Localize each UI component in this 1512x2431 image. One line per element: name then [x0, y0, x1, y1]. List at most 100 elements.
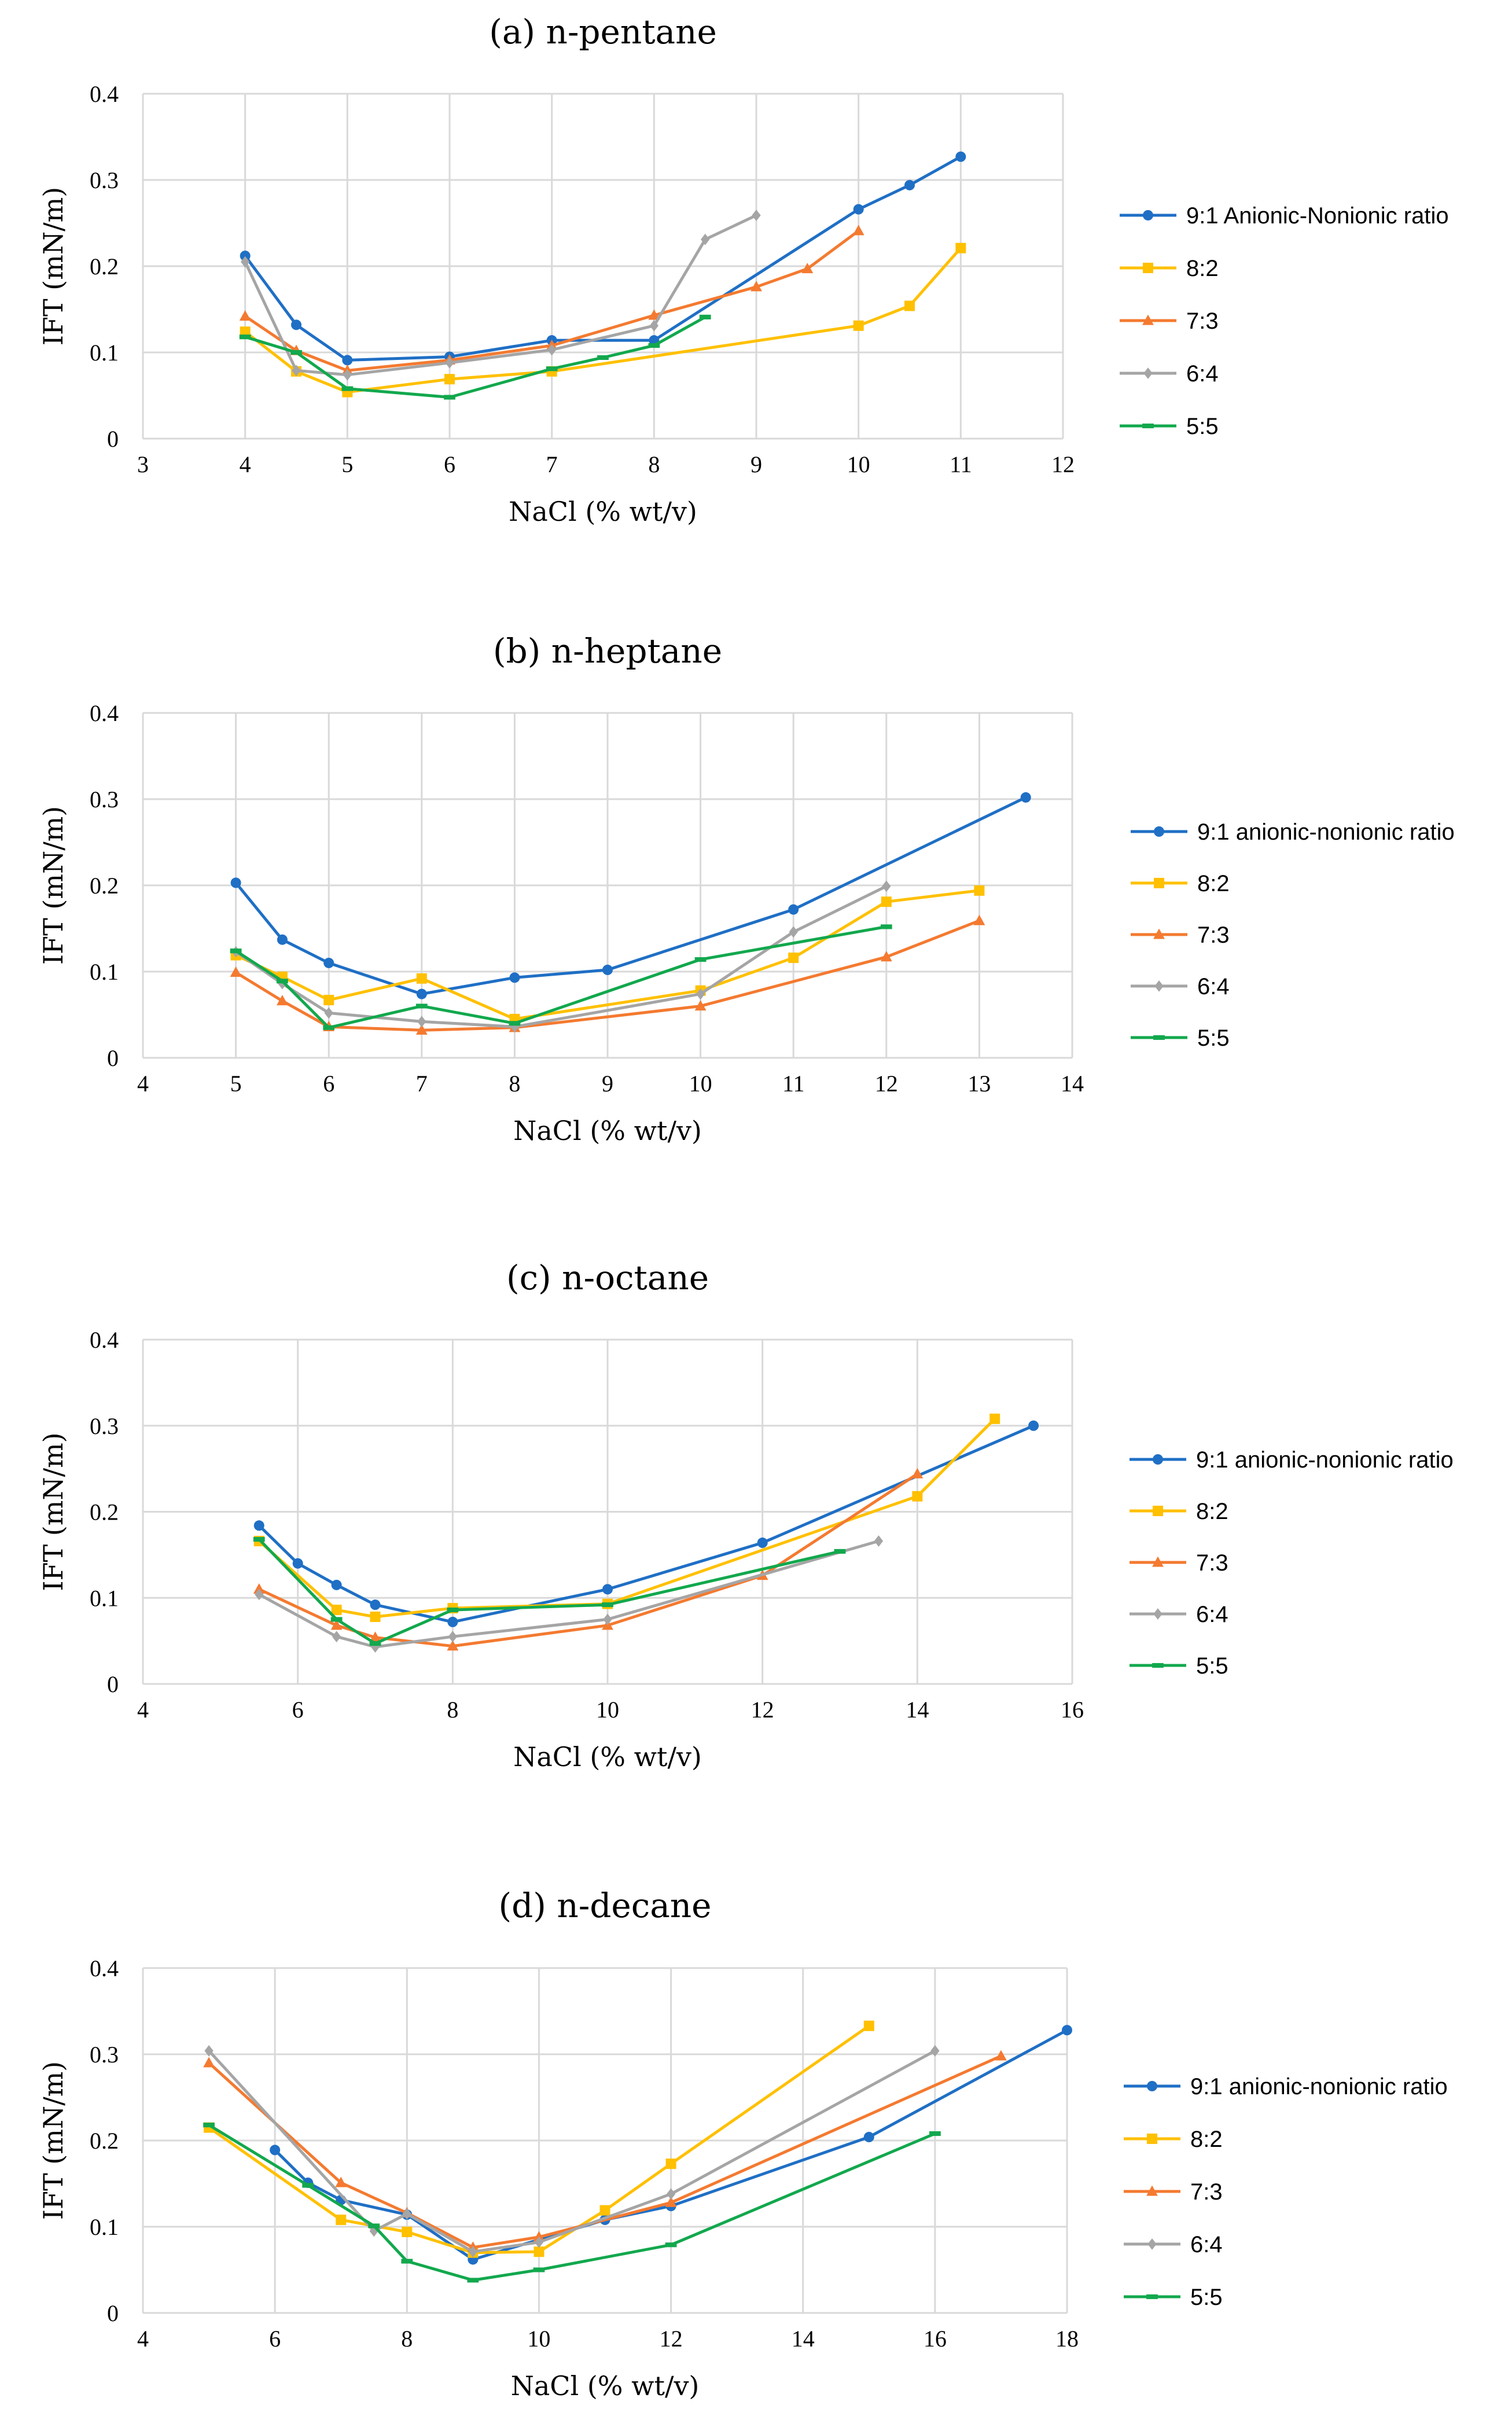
legend-label: 8:2 [1190, 2127, 1223, 2152]
legend-marker [1143, 263, 1153, 273]
data-point [448, 1631, 457, 1643]
legend-item-9-1: 9:1 anionic-nonionic ratio [1124, 2074, 1448, 2099]
data-point [230, 948, 242, 954]
data-point [751, 281, 762, 292]
chart-panel-1: (a) n-pentane 0 0.1 0.2 0.3 0.4 3 4 5 6 7 8 9 10 11 12 N… [38, 12, 1449, 527]
y-axis-label: IFT (mN/m) [38, 2061, 69, 2220]
data-point [648, 309, 660, 320]
data-point [788, 904, 799, 915]
data-point [253, 1520, 264, 1531]
data-point [239, 334, 251, 340]
data-point [666, 2188, 676, 2200]
data-point [447, 1616, 458, 1627]
data-point [417, 1016, 426, 1028]
data-point [665, 2158, 676, 2169]
data-point [292, 365, 301, 377]
x-tick-label: 6 [269, 2326, 281, 2352]
data-point [335, 2176, 347, 2187]
series-line [257, 1417, 996, 1619]
legend-label: 5:5 [1197, 1025, 1230, 1051]
legend-marker [1153, 1506, 1163, 1516]
data-point [253, 1537, 265, 1542]
data-point [989, 1413, 1000, 1424]
data-point [1020, 792, 1031, 803]
data-point [330, 1617, 343, 1622]
data-point [343, 369, 352, 381]
chart-title: (a) n-pentane [489, 12, 717, 52]
series-7-3 [253, 1468, 924, 1651]
legend-label: 6:4 [1186, 361, 1219, 387]
x-tick-label: 6 [323, 1071, 334, 1097]
series-line [257, 1538, 841, 1645]
data-point [694, 1000, 707, 1011]
data-point [853, 320, 864, 331]
data-point [292, 1558, 303, 1569]
legend-label: 8:2 [1196, 1499, 1228, 1524]
data-point [863, 2020, 874, 2031]
data-point [696, 988, 705, 1000]
y-tick-label: 0 [107, 1045, 119, 1071]
data-point [468, 2246, 478, 2258]
data-point [665, 2242, 677, 2248]
x-tick-label: 8 [509, 1071, 520, 1097]
data-point [509, 972, 520, 983]
legend-item-9-1: 9:1 anionic-nonionic ratio [1131, 819, 1455, 845]
data-point [874, 1535, 884, 1547]
x-tick-label: 11 [950, 451, 972, 477]
data-point [323, 995, 334, 1006]
legend-label: 7:3 [1197, 922, 1230, 948]
data-point [331, 1579, 342, 1590]
legend-marker [1142, 314, 1154, 325]
data-point [904, 179, 915, 190]
legend-label: 7:3 [1196, 1550, 1228, 1576]
legend-marker [1142, 423, 1154, 429]
y-tick-label: 0.2 [90, 1499, 119, 1525]
data-point [323, 958, 334, 969]
legend-marker [1154, 878, 1164, 888]
data-point [369, 1631, 381, 1642]
x-tick-label: 3 [137, 451, 149, 477]
data-point [467, 2278, 479, 2283]
data-point [240, 251, 251, 262]
data-point [203, 2123, 215, 2128]
data-point [863, 2132, 874, 2143]
y-tick-label: 0 [107, 2300, 119, 2326]
data-point [331, 1605, 342, 1616]
x-tick-label: 4 [137, 2326, 149, 2352]
data-point [230, 877, 241, 888]
data-point [324, 1007, 333, 1019]
data-point [757, 1538, 768, 1549]
y-tick-label: 0.1 [90, 1585, 119, 1611]
data-point [546, 366, 558, 372]
x-tick-label: 18 [1055, 2326, 1079, 2352]
data-point [602, 1584, 613, 1595]
y-tick-label: 0.1 [90, 959, 119, 985]
data-point [602, 1602, 613, 1608]
y-tick-label: 0.4 [90, 81, 119, 107]
data-point [415, 1003, 428, 1009]
chart-title: (c) n-octane [506, 1258, 709, 1297]
data-point [230, 966, 242, 977]
legend-label: 8:2 [1186, 256, 1219, 281]
legend-item-7-3: 7:3 [1131, 922, 1230, 948]
data-point [302, 2183, 314, 2188]
data-point [370, 1599, 381, 1610]
data-point [911, 1468, 924, 1479]
legend-item-6-4: 6:4 [1131, 974, 1230, 999]
legend-item-6-4: 6:4 [1124, 2232, 1223, 2257]
data-point [974, 885, 985, 896]
legend-item-7-3: 7:3 [1130, 1550, 1228, 1576]
y-tick-label: 0.2 [90, 253, 119, 279]
data-point [445, 356, 454, 369]
x-tick-label: 10 [847, 451, 870, 477]
data-point [336, 2215, 347, 2226]
data-point [599, 2205, 610, 2216]
legend-label: 9:1 Anionic-Nonionic ratio [1186, 203, 1449, 229]
legend-label: 9:1 anionic-nonionic ratio [1196, 1447, 1454, 1473]
series-6-4 [255, 1535, 884, 1653]
series-6-4 [241, 209, 761, 381]
data-point [278, 977, 287, 990]
x-tick-label: 6 [292, 1697, 304, 1723]
series-8-2 [204, 2020, 874, 2258]
x-tick-label: 12 [660, 2326, 683, 2352]
